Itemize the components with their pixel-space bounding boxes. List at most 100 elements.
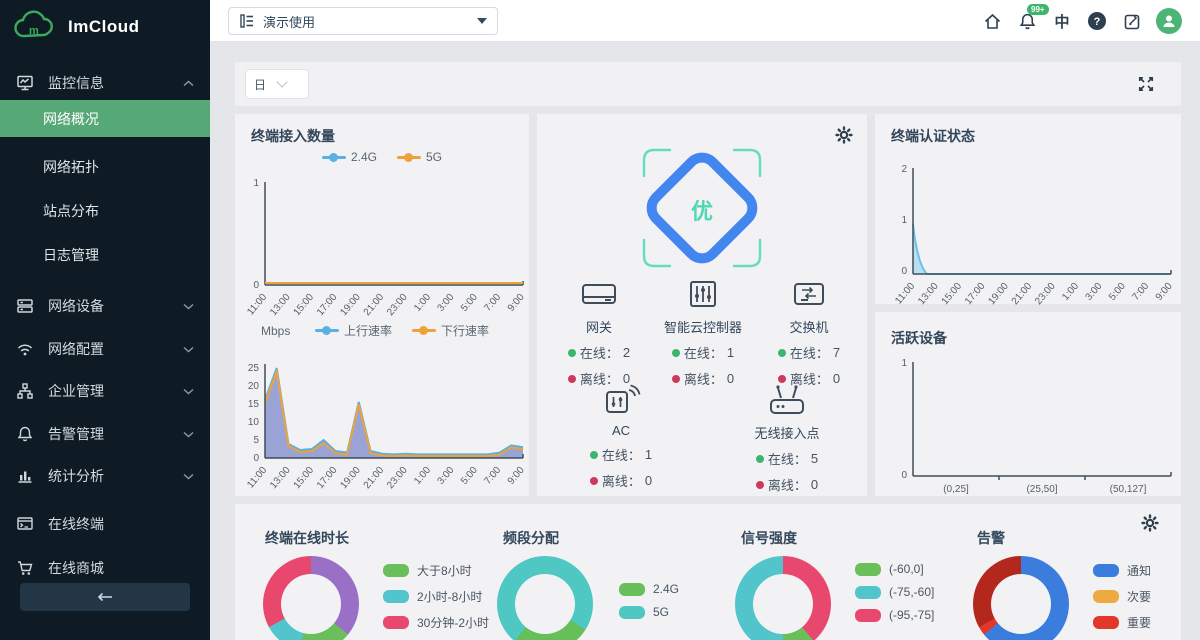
legend-item[interactable]: (-60,0]: [855, 562, 934, 576]
fullscreen-button[interactable]: [1137, 75, 1155, 93]
svg-text:19:00: 19:00: [338, 292, 363, 319]
site-selector-dropdown[interactable]: 演示使用: [228, 7, 498, 35]
settings-gear-icon[interactable]: [1141, 514, 1159, 532]
svg-text:5:00: 5:00: [459, 292, 480, 314]
sidebar-item-network-config[interactable]: 网络配置: [0, 330, 210, 368]
svg-text:0: 0: [901, 266, 907, 277]
svg-text:17:00: 17:00: [963, 281, 988, 308]
chevron-down-icon: [183, 388, 194, 395]
svg-text:0: 0: [901, 470, 907, 481]
svg-text:3:00: 3:00: [436, 465, 457, 487]
legend-item[interactable]: (-95,-75]: [855, 608, 934, 622]
legend-item[interactable]: 2.4G: [619, 582, 679, 596]
sidebar-collapse-button[interactable]: [20, 583, 190, 611]
gateway-icon: [582, 284, 616, 304]
svg-text:13:00: 13:00: [268, 465, 293, 492]
legend-item-2-4g[interactable]: 2.4G: [321, 150, 377, 164]
online-dot: [777, 348, 786, 357]
settings-gear-icon[interactable]: [835, 126, 853, 144]
svg-text:21:00: 21:00: [362, 292, 387, 319]
svg-text:23:00: 23:00: [385, 292, 410, 319]
device-gateway: 网关 在线： 2 离线： 0: [539, 278, 659, 388]
sidebar-item-monitoring[interactable]: 监控信息: [0, 64, 210, 102]
svg-text:(50,127]: (50,127]: [1110, 484, 1147, 495]
svg-text:15:00: 15:00: [940, 281, 965, 308]
period-select[interactable]: 日: [245, 69, 309, 99]
sidebar-subitem-network-topology[interactable]: 网络拓扑: [43, 158, 99, 175]
svg-text:?: ?: [1094, 16, 1101, 28]
network-grade-value: 优: [690, 199, 713, 224]
legend-item-upload[interactable]: 上行速率: [314, 322, 392, 339]
chart-title: 活跃设备: [891, 330, 947, 346]
sidebar-item-alarm-management[interactable]: 告警管理: [0, 415, 210, 453]
svg-text:9:00: 9:00: [506, 465, 527, 487]
svg-text:5:00: 5:00: [459, 465, 480, 487]
device-cloud-controller: 智能云控制器 在线： 1 离线： 0: [643, 278, 763, 388]
user-avatar[interactable]: [1156, 8, 1182, 34]
server-icon: [17, 299, 33, 313]
sidebar-subitem-log-management[interactable]: 日志管理: [43, 246, 99, 263]
svg-text:5:00: 5:00: [1107, 281, 1128, 303]
sidebar: m ImCloud 监控信息 网络概况 网络拓扑 站点分布 日志管理: [0, 0, 210, 640]
legend-item[interactable]: 大于8小时: [383, 562, 489, 579]
panel-distributions: 终端在线时长 大于8小时 2小时-8小时 30分钟-2小时 频段分配 2.4G …: [235, 504, 1181, 640]
sidebar-subitem-site-distribution[interactable]: 站点分布: [43, 202, 99, 219]
legend: 通知 次要 重要: [1093, 562, 1151, 631]
sidebar-item-online-store[interactable]: 在线商城: [0, 549, 210, 587]
svg-text:21:00: 21:00: [362, 465, 387, 492]
legend-item[interactable]: 5G: [619, 605, 679, 619]
sidebar-item-network-devices[interactable]: 网络设备: [0, 287, 210, 325]
sidebar-item-statistics[interactable]: 统计分析: [0, 457, 210, 495]
legend-item-5g[interactable]: 5G: [397, 150, 442, 164]
legend-item[interactable]: 30分钟-2小时: [383, 614, 489, 631]
svg-text:0: 0: [253, 453, 259, 464]
legend-item[interactable]: (-75,-60]: [855, 585, 934, 599]
online-dot: [567, 348, 576, 357]
legend-item-download[interactable]: 下行速率: [412, 322, 489, 339]
language-toggle[interactable]: 中: [1054, 13, 1070, 31]
svg-text:19:00: 19:00: [338, 465, 363, 492]
online-dot: [671, 348, 680, 357]
device-wireless-ap: 无线接入点 在线： 5 离线： 0: [727, 382, 847, 494]
svg-text:(0,25]: (0,25]: [943, 484, 969, 495]
legend-item[interactable]: 通知: [1093, 562, 1151, 579]
chart-title: 告警: [977, 530, 1005, 546]
notification-badge: 99+: [1027, 4, 1049, 15]
panel-network-health: 优 网关 在线： 2 离线： 0: [537, 114, 867, 496]
sidebar-item-online-terminals[interactable]: 在线终端: [0, 505, 210, 543]
legend-item[interactable]: 2小时-8小时: [383, 588, 489, 605]
legend-item[interactable]: 重要: [1093, 614, 1151, 631]
user-icon: [1163, 15, 1175, 27]
svg-text:13:00: 13:00: [268, 292, 293, 319]
svg-text:3:00: 3:00: [1084, 281, 1105, 303]
site-list-icon: [240, 14, 253, 28]
sidebar-subitem-network-overview[interactable]: 网络概况: [0, 100, 210, 137]
legend-item[interactable]: 次要: [1093, 588, 1151, 605]
help-button[interactable]: ?: [1086, 10, 1108, 32]
offline-dot: [589, 476, 598, 485]
legend: (-60,0] (-75,-60] (-95,-75]: [855, 562, 934, 622]
svg-text:7:00: 7:00: [1130, 281, 1151, 303]
wifi-icon: [17, 344, 33, 356]
topbar: 演示使用 99+ 中 ?: [210, 0, 1200, 42]
monitor-chart-icon: [17, 75, 33, 91]
svg-text:7:00: 7:00: [482, 465, 503, 487]
home-button[interactable]: [981, 10, 1003, 32]
sidebar-item-enterprise[interactable]: 企业管理: [0, 372, 210, 410]
edit-form-icon: [1124, 14, 1139, 29]
svg-text:1:00: 1:00: [412, 465, 433, 487]
online-count: 2: [622, 345, 631, 360]
svg-text:7:00: 7:00: [482, 292, 503, 314]
svg-text:2: 2: [901, 164, 907, 175]
app-logo[interactable]: m ImCloud: [14, 10, 140, 44]
sidebar-item-label: 监控信息: [48, 75, 104, 91]
feedback-button[interactable]: [1121, 10, 1143, 32]
svg-text:9:00: 9:00: [506, 292, 527, 314]
sitemap-icon: [17, 383, 33, 399]
dashboard-toolbar: 日: [235, 62, 1181, 106]
offline-count: 0: [810, 477, 819, 492]
legend: 大于8小时 2小时-8小时 30分钟-2小时: [383, 562, 489, 631]
notifications-button[interactable]: 99+: [1016, 4, 1049, 32]
